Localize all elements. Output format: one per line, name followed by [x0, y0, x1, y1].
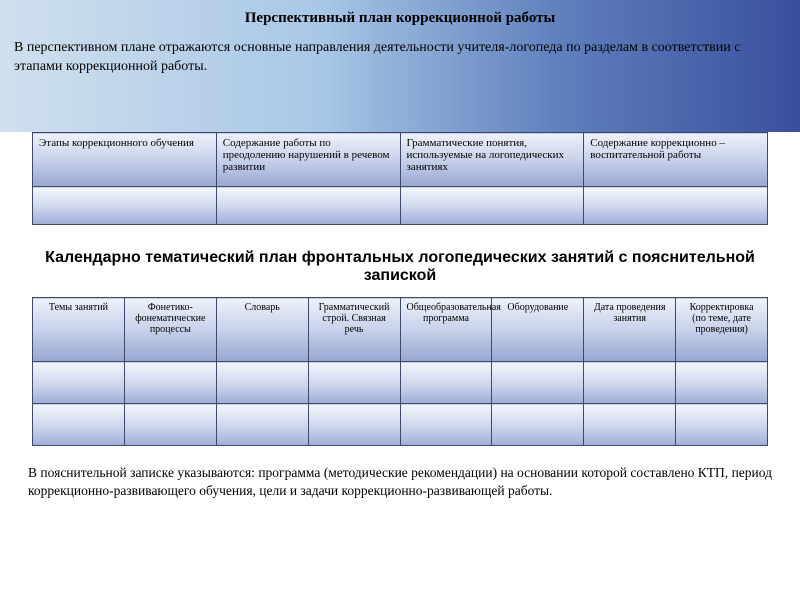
table-header-cell: Оборудование	[492, 298, 584, 362]
section1-table-wrap: Этапы коррекционного обучения Содержание…	[0, 132, 800, 225]
table-cell	[584, 187, 768, 225]
section1-description: В перспективном плане отражаются основны…	[14, 39, 786, 77]
table-header-cell: Темы занятий	[33, 298, 125, 362]
footer-note: В пояснительной записке указываются: про…	[0, 446, 800, 500]
table-row	[33, 187, 768, 225]
table-header-cell: Словарь	[216, 298, 308, 362]
table-cell	[216, 362, 308, 404]
table-cell	[676, 404, 768, 446]
section1-banner: Перспективный план коррекционной работы …	[0, 0, 800, 132]
table-cell	[400, 404, 492, 446]
table-cell	[492, 404, 584, 446]
table-header-cell: Общеобразовательная программа	[400, 298, 492, 362]
table-header-row: Темы занятий Фонетико-фонематические про…	[33, 298, 768, 362]
table-header-cell: Этапы коррекционного обучения	[33, 133, 217, 187]
table-header-row: Этапы коррекционного обучения Содержание…	[33, 133, 768, 187]
section2-title-bold: Календарно тематический план фронтальных…	[45, 249, 614, 266]
table-cell	[33, 187, 217, 225]
table-cell	[216, 187, 400, 225]
table-cell	[584, 362, 676, 404]
table-header-cell: Корректировка (по теме, дате проведения)	[676, 298, 768, 362]
table-cell	[124, 362, 216, 404]
table-cell	[33, 404, 125, 446]
table-cell	[584, 404, 676, 446]
table-cell	[308, 404, 400, 446]
table-cell	[492, 362, 584, 404]
table-cell	[400, 362, 492, 404]
section1-table: Этапы коррекционного обучения Содержание…	[32, 132, 768, 225]
table-header-cell: Содержание работы по преодолению нарушен…	[216, 133, 400, 187]
table-cell	[400, 187, 584, 225]
section2-table-wrap: Темы занятий Фонетико-фонематические про…	[0, 297, 800, 446]
table-header-cell: Фонетико-фонематические процессы	[124, 298, 216, 362]
table-cell	[216, 404, 308, 446]
table-row	[33, 362, 768, 404]
section2-table: Темы занятий Фонетико-фонематические про…	[32, 297, 768, 446]
table-cell	[33, 362, 125, 404]
table-row	[33, 404, 768, 446]
table-header-cell: Дата проведения занятия	[584, 298, 676, 362]
table-cell	[308, 362, 400, 404]
table-header-cell: Содержание коррекционно – воспитательной…	[584, 133, 768, 187]
table-cell	[676, 362, 768, 404]
section1-title: Перспективный план коррекционной работы	[14, 10, 786, 27]
table-cell	[124, 404, 216, 446]
table-header-cell: Грамматический строй. Связная речь	[308, 298, 400, 362]
table-header-cell: Грамматические понятия, используемые на …	[400, 133, 584, 187]
section2-title: Календарно тематический план фронтальных…	[0, 241, 800, 293]
